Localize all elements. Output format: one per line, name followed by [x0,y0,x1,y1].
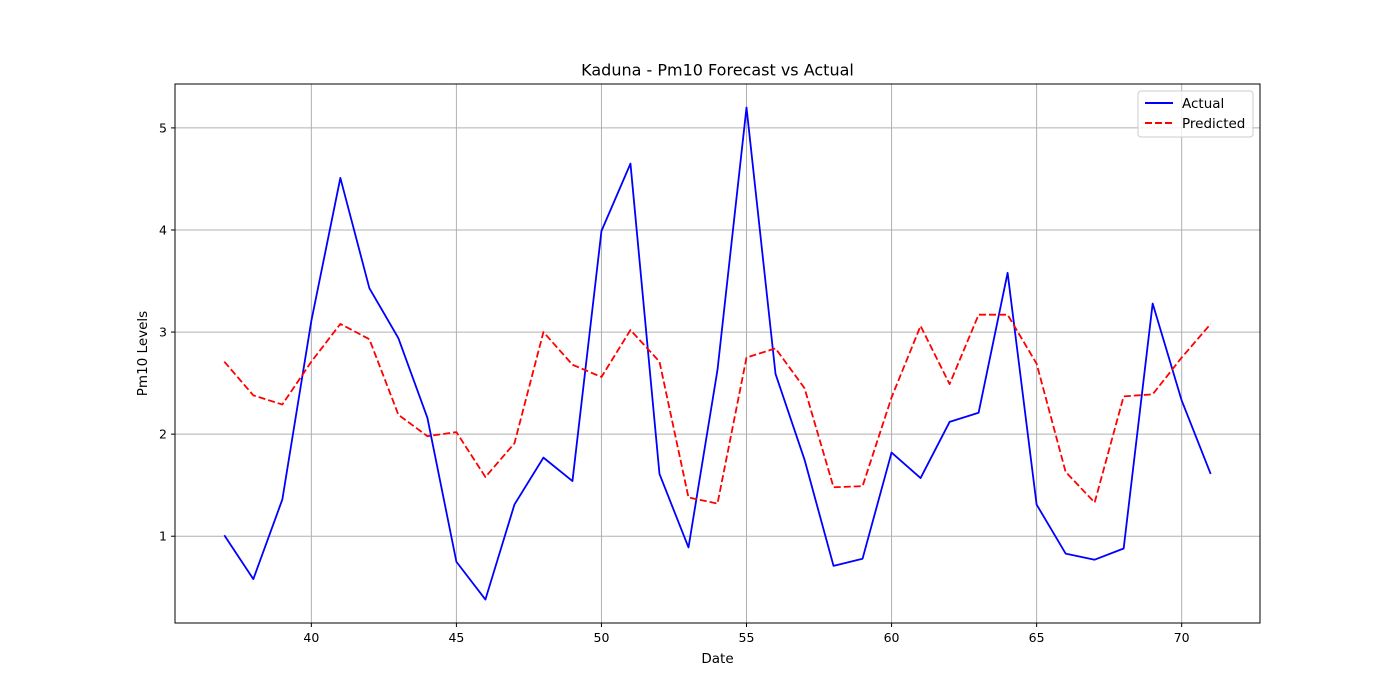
x-tick-label: 65 [1029,630,1045,645]
y-tick-label: 5 [159,120,167,135]
grid [175,84,1260,623]
y-tick-label: 1 [159,529,167,544]
legend-label-predicted: Predicted [1182,116,1245,132]
x-axis-label: Date [701,651,733,667]
x-tick-label: 60 [884,630,900,645]
y-tick-label: 4 [159,222,167,237]
legend: Actual Predicted [1137,90,1254,138]
x-tick-label: 50 [594,630,610,645]
y-axis-label: Pm10 Levels [135,311,151,396]
y-tick-label: 2 [159,427,167,442]
series-line-predicted [223,313,1212,505]
y-tick-label: 3 [159,325,167,340]
x-tick-label: 40 [303,630,319,645]
plot-frame [174,83,1261,624]
x-tick-label: 70 [1174,630,1190,645]
chart-title: Kaduna - Pm10 Forecast vs Actual [581,61,854,80]
series-group [223,106,1212,601]
series-line-actual [223,106,1212,601]
legend-label-actual: Actual [1182,96,1224,112]
x-tick-label: 55 [739,630,755,645]
x-tick-label: 45 [448,630,464,645]
